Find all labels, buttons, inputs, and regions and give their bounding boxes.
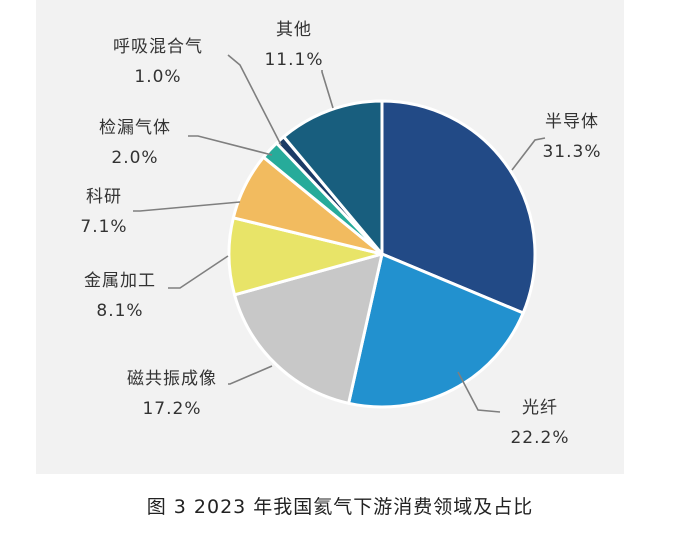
leader-line-6: [188, 135, 273, 156]
slice-value-8: 11.1%: [264, 50, 323, 70]
leader-line-4: [168, 255, 229, 289]
slice-label-4: 金属加工: [84, 271, 156, 291]
slice-value-2: 22.2%: [510, 428, 569, 448]
slice-label-2: 光纤: [522, 398, 558, 418]
slice-label-3: 磁共振成像: [127, 369, 217, 389]
slice-value-6: 2.0%: [111, 148, 158, 168]
pie-slice-3: [233, 252, 384, 405]
leader-line-2: [457, 371, 501, 413]
leader-line-7: [227, 54, 282, 146]
leader-line-5: [133, 201, 241, 212]
slice-label-8: 其他: [276, 20, 312, 40]
slice-value-5: 7.1%: [80, 217, 127, 237]
figure-caption: 图 3 2023 年我国氦气下游消费领域及占比: [146, 496, 534, 518]
slice-value-4: 8.1%: [96, 301, 143, 321]
slice-label-1: 半导体: [545, 112, 599, 132]
slice-labels: 半导体 31.3% 光纤 22.2% 磁共振成像 17.2% 金属加工 8.1% 科研 7.1% 检…: [80, 20, 601, 448]
slice-value-1: 31.3%: [542, 142, 601, 162]
slice-value-3: 17.2%: [142, 399, 201, 419]
leader-line-1: [511, 137, 546, 171]
slice-label-7: 呼吸混合气: [113, 37, 203, 57]
pie-slice-1: [380, 99, 537, 315]
slice-label-5: 科研: [86, 187, 122, 207]
slice-label-6: 检漏气体: [99, 118, 171, 138]
leader-lines: [133, 54, 546, 413]
pie-slice-8: [282, 99, 384, 256]
leader-line-8: [321, 70, 334, 109]
pie-slices: [227, 99, 537, 409]
leader-line-3: [228, 365, 273, 385]
slice-value-7: 1.0%: [134, 67, 181, 87]
pie-slice-2: [347, 252, 525, 409]
